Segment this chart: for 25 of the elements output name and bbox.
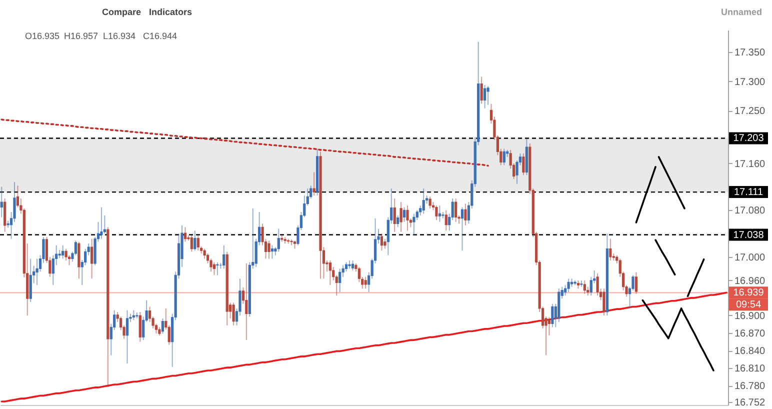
y-tick-label: 17.300 (734, 76, 766, 88)
y-tick-label: 17.250 (734, 106, 766, 118)
y-tick-label: 17.000 (734, 252, 766, 264)
y-tick-label: 17.350 (734, 48, 766, 59)
y-tick-label: 16.900 (734, 310, 766, 322)
text: 09:54 (736, 300, 762, 311)
y-tick-label: 17.080 (734, 206, 766, 217)
y-tick-label: 16.780 (734, 381, 766, 392)
text: Compare (102, 7, 142, 17)
y-tick-label: 16.960 (734, 276, 766, 287)
annotation: L16.934 (103, 31, 136, 41)
y-tick-label: 16.840 (734, 346, 766, 358)
annotation: O16.935 (25, 31, 60, 41)
annotation: H16.957 (64, 31, 98, 41)
y-tick-label: 16.810 (734, 364, 766, 375)
annotation: C16.944 (143, 31, 178, 41)
ref-line-label: 16.939 (733, 288, 764, 299)
ref-line-label: 17.111 (734, 187, 764, 198)
ref-line-label: 17.038 (733, 230, 764, 241)
ref-line-label: 17.203 (733, 133, 764, 144)
text: Unnamed (721, 7, 762, 17)
y-tick-label: 17.160 (734, 158, 766, 170)
y-tick-label: 16.752 (734, 398, 766, 409)
text: Indicators (149, 7, 192, 17)
y-tick-label: 16.870 (734, 328, 766, 340)
